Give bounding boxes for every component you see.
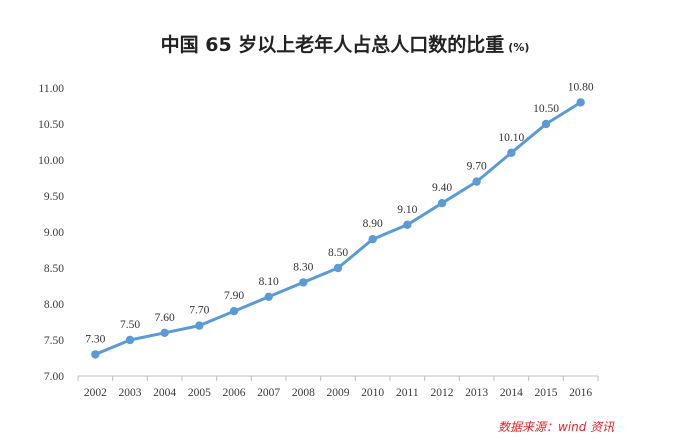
x-tick-label: 2014 xyxy=(500,387,523,399)
data-label: 7.30 xyxy=(85,333,105,345)
data-point-marker xyxy=(264,292,273,301)
data-label: 8.50 xyxy=(328,247,348,259)
data-label: 8.90 xyxy=(363,218,383,230)
data-label: 10.50 xyxy=(533,103,559,115)
data-point-marker xyxy=(229,307,239,316)
data-point-marker xyxy=(160,328,169,337)
x-tick-label: 2015 xyxy=(535,387,558,399)
data-point-marker xyxy=(299,278,308,287)
x-tick-label: 2009 xyxy=(327,387,350,399)
y-tick-label: 10.00 xyxy=(38,155,64,167)
data-label: 9.40 xyxy=(432,182,452,194)
chart-title-unit: (%) xyxy=(508,41,530,54)
data-label: 7.60 xyxy=(155,312,175,324)
data-point-marker xyxy=(507,148,516,157)
x-tick-label: 2008 xyxy=(292,387,315,399)
data-point-marker xyxy=(472,177,481,186)
x-tick-label: 2002 xyxy=(84,387,107,399)
x-tick-label: 2012 xyxy=(431,387,454,399)
data-point-marker xyxy=(125,335,135,345)
x-tick-label: 2011 xyxy=(396,387,419,399)
data-label: 8.10 xyxy=(259,276,279,288)
data-label: 9.10 xyxy=(397,204,417,216)
y-tick-label: 9.50 xyxy=(44,191,64,203)
data-point-marker xyxy=(403,220,412,229)
y-tick-label: 10.50 xyxy=(38,119,64,131)
chart-title-row: 中国 65 岁以上老年人占总人口数的比重 (%) xyxy=(0,30,690,57)
data-point-marker xyxy=(368,235,377,244)
data-label: 7.70 xyxy=(189,305,209,317)
data-label: 9.70 xyxy=(467,161,487,173)
y-tick-label: 8.50 xyxy=(44,263,64,275)
source-note: 数据来源：wind 资讯 xyxy=(498,420,615,434)
x-tick-label: 2016 xyxy=(569,387,592,399)
y-tick-label: 8.00 xyxy=(44,299,64,311)
data-label: 7.50 xyxy=(120,319,140,331)
x-tick-label: 2004 xyxy=(153,387,176,399)
y-tick-label: 7.00 xyxy=(44,371,64,383)
data-label: 8.30 xyxy=(293,261,313,273)
data-label: 10.10 xyxy=(498,132,524,144)
data-point-marker xyxy=(91,350,100,359)
x-tick-label: 2013 xyxy=(465,387,488,399)
x-tick-label: 2005 xyxy=(188,387,211,399)
data-point-marker xyxy=(541,119,551,129)
x-tick-label: 2006 xyxy=(223,387,246,399)
x-tick-label: 2007 xyxy=(257,387,280,399)
x-tick-label: 2010 xyxy=(361,387,384,399)
data-label: 10.80 xyxy=(568,81,594,93)
data-point-marker xyxy=(437,199,447,208)
data-point-marker xyxy=(576,98,585,107)
data-label: 7.90 xyxy=(224,290,244,302)
chart-title: 中国 65 岁以上老年人占总人口数的比重 xyxy=(160,34,505,56)
data-point-marker xyxy=(333,263,343,273)
data-point-marker xyxy=(195,321,204,330)
y-tick-label: 11.00 xyxy=(39,83,65,95)
y-tick-label: 9.00 xyxy=(44,227,64,239)
x-tick-label: 2003 xyxy=(119,387,142,399)
y-tick-label: 7.50 xyxy=(44,335,64,347)
